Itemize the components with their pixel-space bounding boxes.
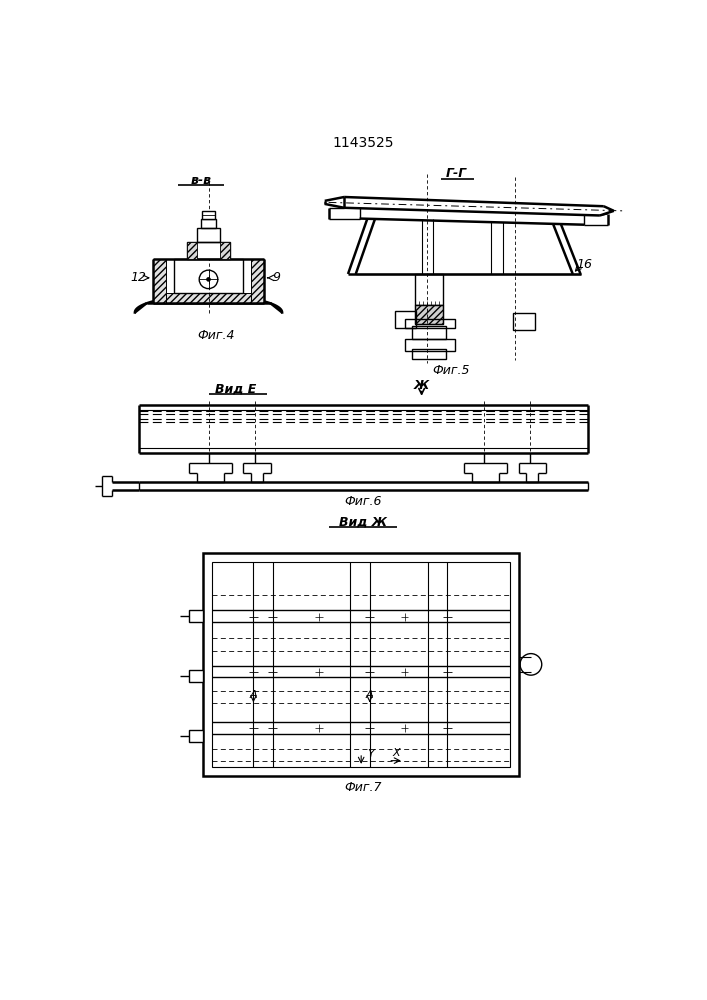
Text: Фиг.6: Фиг.6	[345, 495, 382, 508]
Bar	[174, 259, 243, 293]
Text: Г-Г: Г-Г	[446, 167, 467, 180]
Circle shape	[206, 277, 211, 282]
Bar	[416, 274, 443, 305]
Text: 12: 12	[131, 271, 147, 284]
Polygon shape	[187, 242, 197, 259]
Bar	[189, 610, 203, 622]
Bar	[187, 242, 230, 259]
Bar	[412, 349, 446, 359]
Text: 1143525: 1143525	[332, 136, 394, 150]
Text: 9: 9	[273, 271, 281, 284]
Bar	[513, 313, 534, 330]
Text: Ж: Ж	[414, 379, 429, 392]
Bar	[202, 211, 215, 219]
Text: Фиг.4: Фиг.4	[197, 329, 235, 342]
Polygon shape	[416, 305, 443, 324]
Text: в-в: в-в	[190, 174, 211, 187]
Bar	[201, 219, 216, 228]
Polygon shape	[251, 259, 264, 303]
Bar	[197, 228, 220, 242]
Text: 16: 16	[576, 258, 592, 271]
Text: Вид Ж: Вид Ж	[339, 515, 387, 528]
Bar	[404, 319, 455, 328]
Polygon shape	[166, 293, 251, 303]
Text: Y: Y	[367, 749, 374, 759]
Text: Фиг.5: Фиг.5	[432, 364, 470, 377]
Polygon shape	[220, 242, 230, 259]
Bar	[189, 670, 203, 682]
Bar	[212, 562, 510, 767]
Text: A: A	[250, 690, 257, 700]
Bar	[416, 305, 443, 324]
Bar	[412, 326, 446, 339]
Bar	[395, 311, 416, 328]
Bar	[203, 553, 519, 776]
Bar	[189, 730, 203, 742]
Text: Вид E: Вид E	[215, 383, 256, 396]
Text: Фиг.7: Фиг.7	[344, 781, 382, 794]
Bar	[404, 339, 455, 351]
Text: A: A	[366, 690, 373, 700]
Text: X: X	[392, 748, 400, 758]
Polygon shape	[153, 259, 166, 303]
